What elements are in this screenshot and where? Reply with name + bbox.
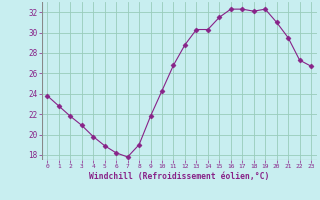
X-axis label: Windchill (Refroidissement éolien,°C): Windchill (Refroidissement éolien,°C) bbox=[89, 172, 269, 181]
